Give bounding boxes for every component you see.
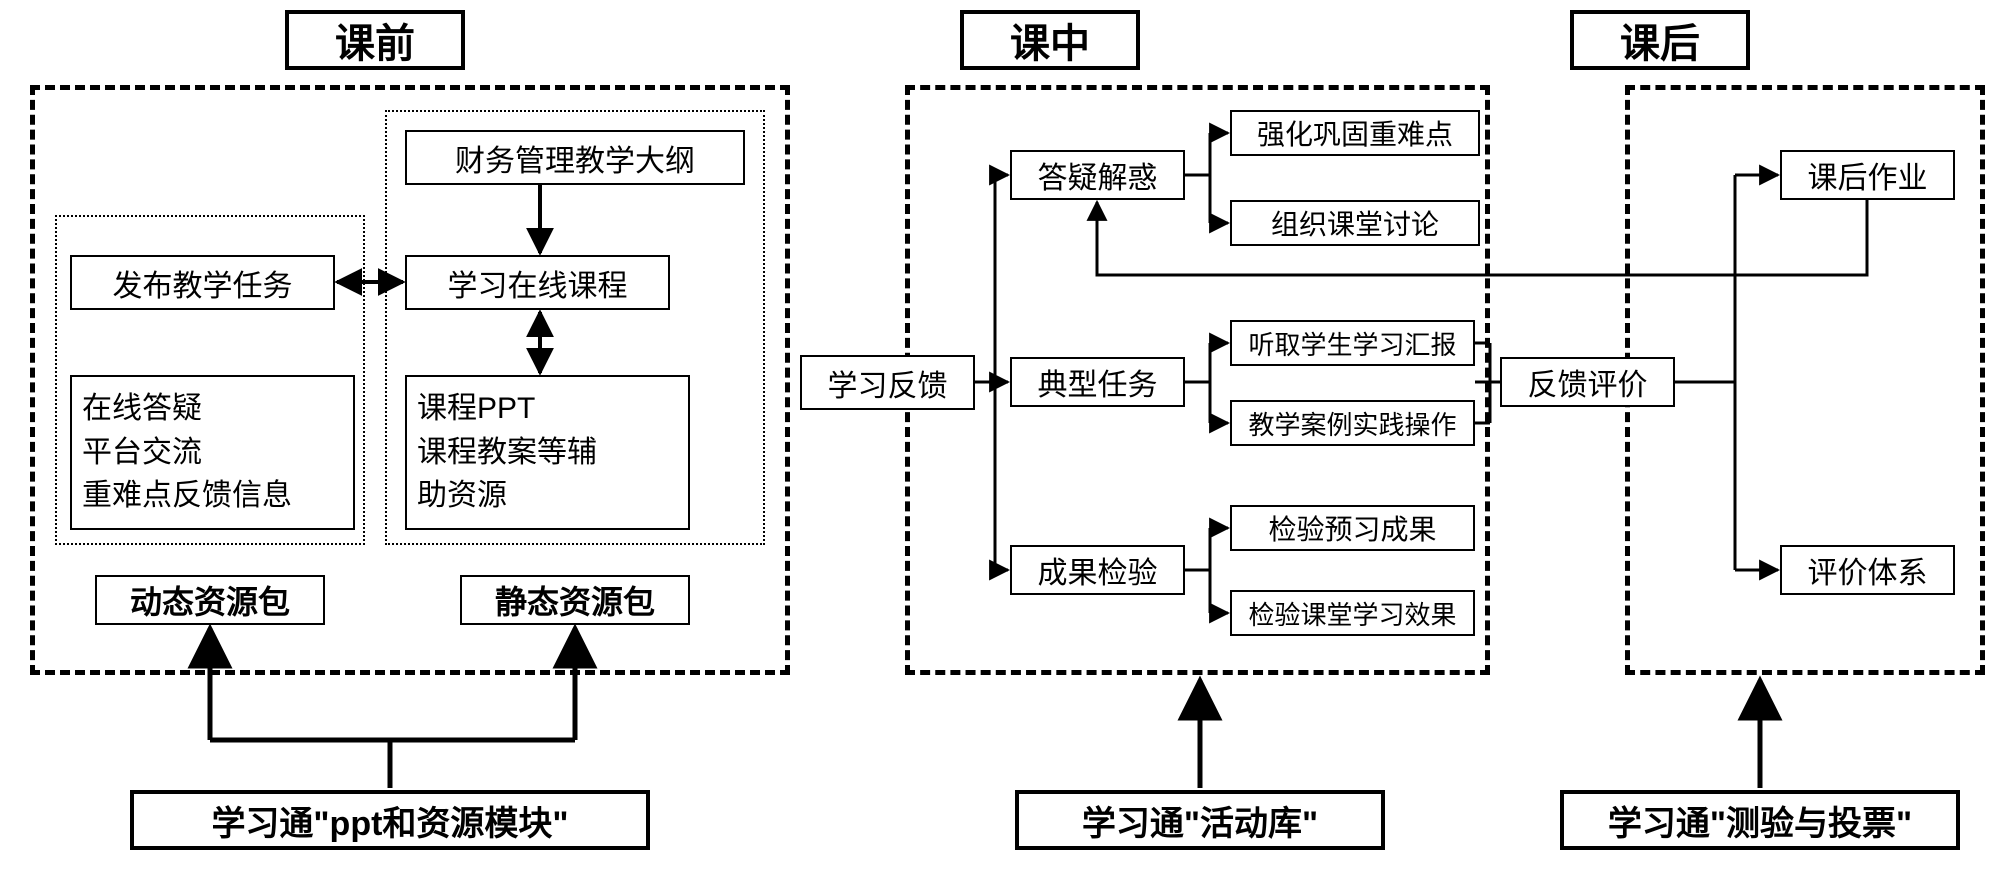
box-check-out1: 检验预习成果 [1230,505,1475,551]
text-check-out2: 检验课堂学习效果 [1248,595,1456,632]
text-qa-out2: 组织课堂讨论 [1271,203,1439,243]
section-title-mid-text: 课中 [1010,11,1090,69]
box-static-title: 静态资源包 [460,575,690,625]
text-publish-task: 发布教学任务 [113,261,293,305]
box-eval-system: 评价体系 [1780,545,1955,595]
box-task-out2: 教学案例实践操作 [1230,400,1475,446]
box-task: 典型任务 [1010,357,1185,407]
text-online-course: 学习在线课程 [448,261,628,305]
section-title-pre: 课前 [285,10,465,70]
box-task-out1: 听取学生学习汇报 [1230,320,1475,366]
text-activity-module: 学习通"活动库" [1082,796,1318,845]
panel-mid [905,85,1490,675]
box-activity-module: 学习通"活动库" [1015,790,1385,850]
box-online-course: 学习在线课程 [405,255,670,310]
text-task: 典型任务 [1038,360,1158,404]
text-eval-system: 评价体系 [1808,548,1928,592]
section-title-post: 课后 [1570,10,1750,70]
text-study-feedback: 学习反馈 [828,361,948,405]
box-ppt-list: 课程PPT 课程教案等辅 助资源 [405,375,690,530]
section-title-mid: 课中 [960,10,1140,70]
box-homework: 课后作业 [1780,150,1955,200]
box-qa: 答疑解惑 [1010,150,1185,200]
box-syllabus: 财务管理教学大纲 [405,130,745,185]
text-task-out2: 教学案例实践操作 [1248,405,1456,442]
text-qa: 答疑解惑 [1038,153,1158,197]
text-dynamic-title: 动态资源包 [130,577,290,623]
box-feedback-eval: 反馈评价 [1500,357,1675,407]
text-qa-out1: 强化巩固重难点 [1257,113,1453,153]
text-check: 成果检验 [1038,548,1158,592]
box-support-list: 在线答疑 平台交流 重难点反馈信息 [70,375,355,530]
text-feedback-eval: 反馈评价 [1528,360,1648,404]
text-ppt-list: 课程PPT 课程教案等辅 助资源 [417,387,597,518]
text-homework: 课后作业 [1808,153,1928,197]
text-task-out1: 听取学生学习汇报 [1248,325,1456,362]
text-syllabus: 财务管理教学大纲 [455,136,695,180]
box-qa-out1: 强化巩固重难点 [1230,110,1480,156]
section-title-post-text: 课后 [1620,11,1700,69]
box-check: 成果检验 [1010,545,1185,595]
box-publish-task: 发布教学任务 [70,255,335,310]
diagram-canvas: 课前 课中 课后 财务管理教学大纲 发布教学任务 学习在线课程 在线答疑 平台交… [0,0,2011,869]
box-study-feedback: 学习反馈 [800,355,975,410]
box-check-out2: 检验课堂学习效果 [1230,590,1475,636]
box-dynamic-title: 动态资源包 [95,575,325,625]
box-test-vote-module: 学习通"测验与投票" [1560,790,1960,850]
text-support-list: 在线答疑 平台交流 重难点反馈信息 [82,387,292,518]
box-ppt-module: 学习通"ppt和资源模块" [130,790,650,850]
text-ppt-module: 学习通"ppt和资源模块" [211,796,568,845]
text-static-title: 静态资源包 [495,577,655,623]
box-qa-out2: 组织课堂讨论 [1230,200,1480,246]
text-test-vote-module: 学习通"测验与投票" [1608,796,1912,845]
text-check-out1: 检验预习成果 [1268,508,1436,548]
section-title-pre-text: 课前 [335,11,415,69]
